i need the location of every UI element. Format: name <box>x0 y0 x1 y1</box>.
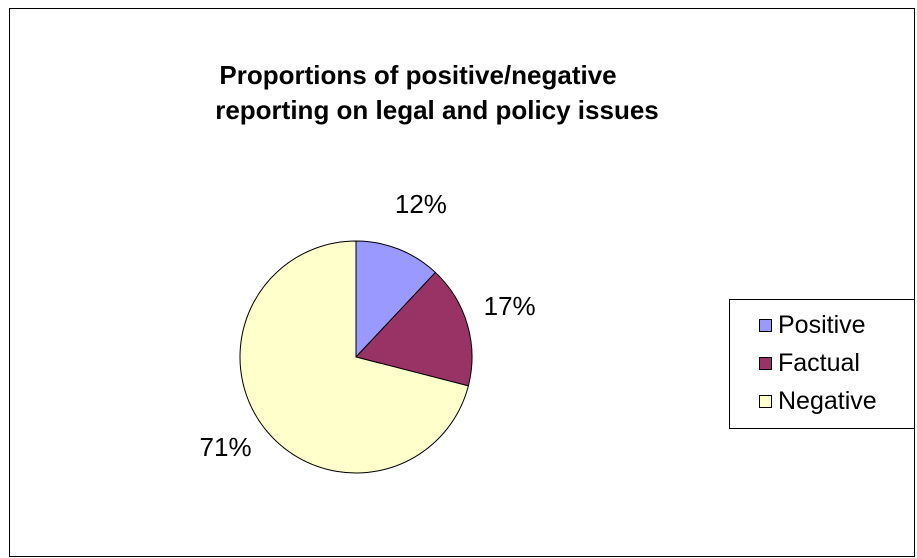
data-label-positive: 12% <box>395 189 447 219</box>
chart-title-line-2: reporting on legal and policy issues <box>215 95 659 125</box>
chart-area <box>9 8 915 557</box>
legend-item-positive: Positive <box>730 306 914 344</box>
legend-item-factual: Factual <box>730 344 914 382</box>
legend-label-negative: Negative <box>778 386 877 415</box>
chart-title-line-1: Proportions of positive/negative <box>219 60 616 90</box>
legend-item-negative: Negative <box>730 382 914 420</box>
pie-data-labels: 12% 17% 71% <box>200 189 536 462</box>
data-label-negative: 71% <box>200 432 252 462</box>
pie-slice-positive <box>355 240 437 359</box>
legend: Positive Factual Negative <box>729 299 915 429</box>
legend-label-factual: Factual <box>778 348 860 377</box>
legend-label-positive: Positive <box>778 310 866 339</box>
pie-slices <box>239 240 473 474</box>
legend-swatch-positive <box>759 318 772 332</box>
data-label-factual: 17% <box>484 291 536 321</box>
pie-slice-factual <box>355 271 473 387</box>
legend-swatch-negative <box>759 394 772 408</box>
legend-swatch-factual <box>759 356 772 370</box>
pie-slice-negative <box>239 240 469 474</box>
